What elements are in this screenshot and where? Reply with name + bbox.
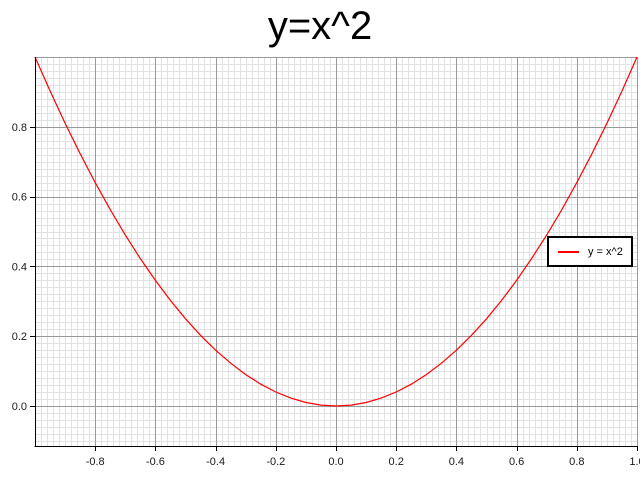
x-tick-label: 0.4 xyxy=(449,456,464,468)
axis-tick-labels: -0.8 -0.6 -0.4 -0.2 0.0 0.2 0.4 0.6 0.8 1.0 0.0 0.2… xyxy=(12,122,640,468)
axis-ticks xyxy=(30,127,638,451)
x-tick-label: 0.0 xyxy=(328,456,343,468)
x-tick-label: 1.0 xyxy=(629,456,640,468)
legend-label: y = x^2 xyxy=(588,245,623,258)
legend: y = x^2 xyxy=(547,236,633,267)
legend-series-line-icon xyxy=(558,250,579,253)
x-tick-label: 0.8 xyxy=(569,456,584,468)
y-tick-label: 0.6 xyxy=(12,192,27,204)
y-tick-label: 0.2 xyxy=(12,331,27,343)
y-tick-label: 0.8 xyxy=(12,122,27,134)
y-tick-label: 0.0 xyxy=(12,401,27,413)
chart-title: y=x^2 xyxy=(267,4,373,48)
x-tick-label: 0.6 xyxy=(509,456,524,468)
x-tick-label: -0.6 xyxy=(146,456,165,468)
x-tick-label: -0.4 xyxy=(206,456,225,468)
series-curve xyxy=(34,56,638,407)
y-tick-label: 0.4 xyxy=(12,261,27,273)
x-tick-label: 0.2 xyxy=(389,456,404,468)
x-tick-label: -0.2 xyxy=(266,456,285,468)
x-tick-label: -0.8 xyxy=(86,456,105,468)
